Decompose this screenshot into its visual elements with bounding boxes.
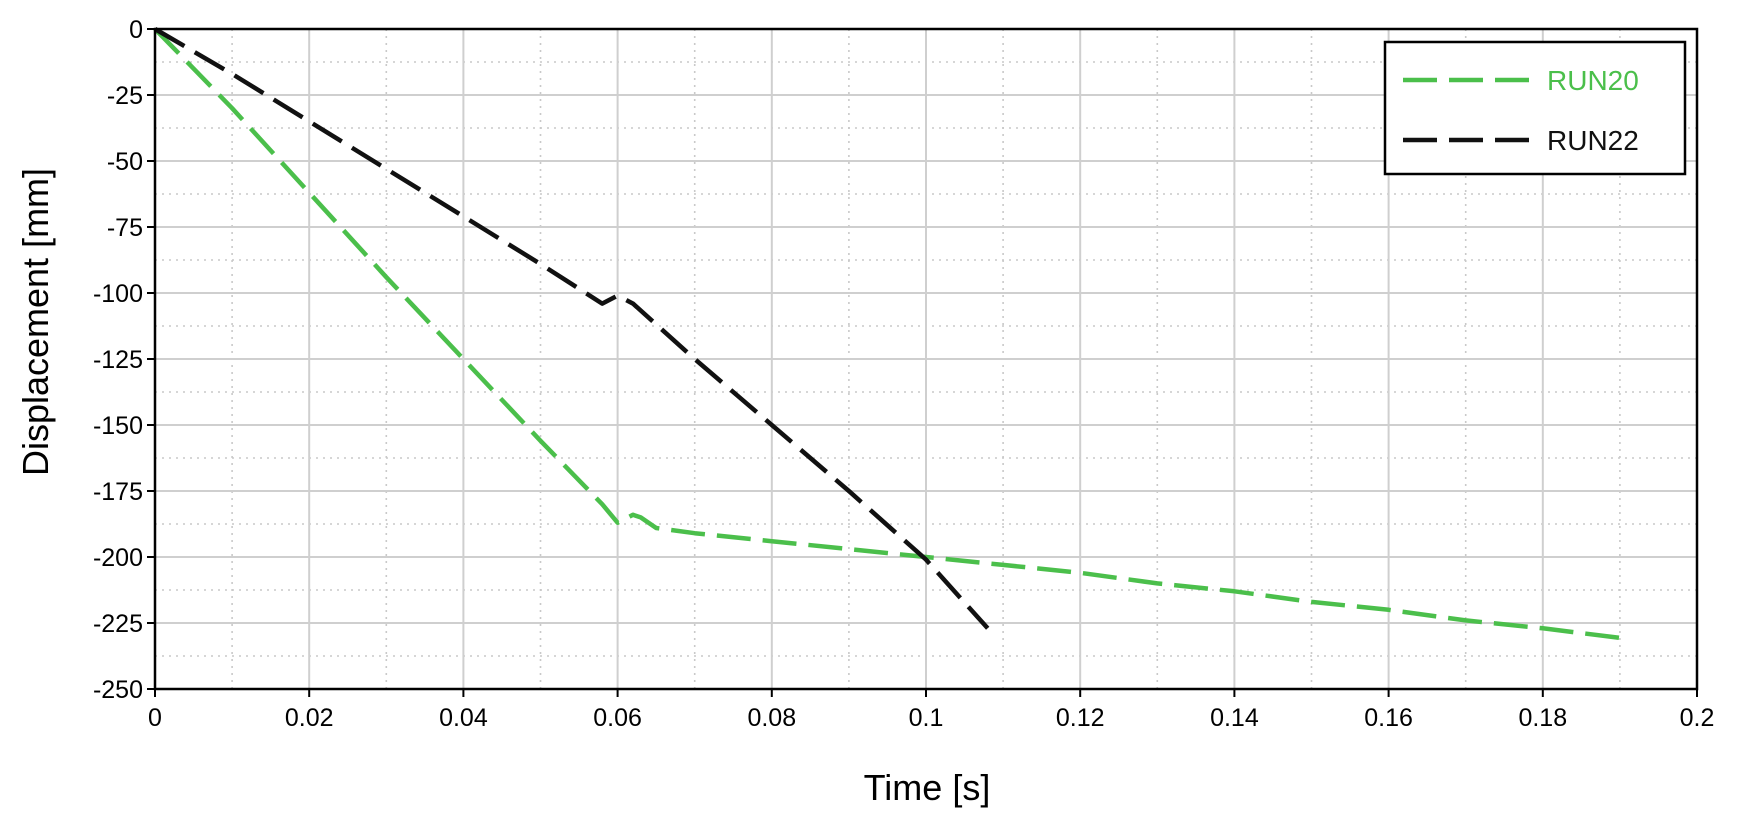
- axes: 0 0.02 0.04 0.06 0.08 0.1 0.12 0.14 0.16 0.18 0.2 0…: [93, 16, 1714, 732]
- y-tick-label: -225: [93, 610, 143, 638]
- x-tick-label: 0.16: [1364, 704, 1413, 732]
- series-group: [153, 27, 1628, 642]
- x-tick-label: 0.02: [285, 704, 334, 732]
- y-axis-title: Displacement [mm]: [15, 168, 56, 476]
- y-tick-label: 0: [129, 16, 143, 44]
- legend-label-run22: RUN22: [1547, 125, 1639, 156]
- y-tick-label: -25: [107, 82, 143, 110]
- y-tick-label: -100: [93, 280, 143, 308]
- legend-label-run20: RUN20: [1547, 65, 1639, 96]
- legend-box: [1383, 40, 1687, 176]
- x-tick-label: 0.08: [747, 704, 796, 732]
- y-tick-label: -75: [107, 214, 143, 242]
- x-tick-label: 0.2: [1680, 704, 1715, 732]
- y-tick-label: -200: [93, 544, 143, 572]
- y-tick-label: -125: [93, 346, 143, 374]
- y-tick-label: -150: [93, 412, 143, 440]
- x-tick-label: 0.14: [1210, 704, 1259, 732]
- series-line-run22: [153, 27, 990, 630]
- x-tick-label: 0.12: [1056, 704, 1105, 732]
- y-tick-label: -175: [93, 478, 143, 506]
- legend: RUN20 RUN22: [1383, 40, 1687, 176]
- x-tick-label: 0.1: [909, 704, 944, 732]
- x-tick-label: 0.04: [439, 704, 488, 732]
- y-tick-label: -250: [93, 676, 143, 704]
- series-line-run20: [153, 27, 1628, 642]
- x-tick-label: 0.06: [593, 704, 642, 732]
- y-tick-label: -50: [107, 148, 143, 176]
- x-tick-label: 0: [148, 704, 162, 732]
- x-axis-title: Time [s]: [864, 767, 991, 808]
- x-tick-label: 0.18: [1518, 704, 1567, 732]
